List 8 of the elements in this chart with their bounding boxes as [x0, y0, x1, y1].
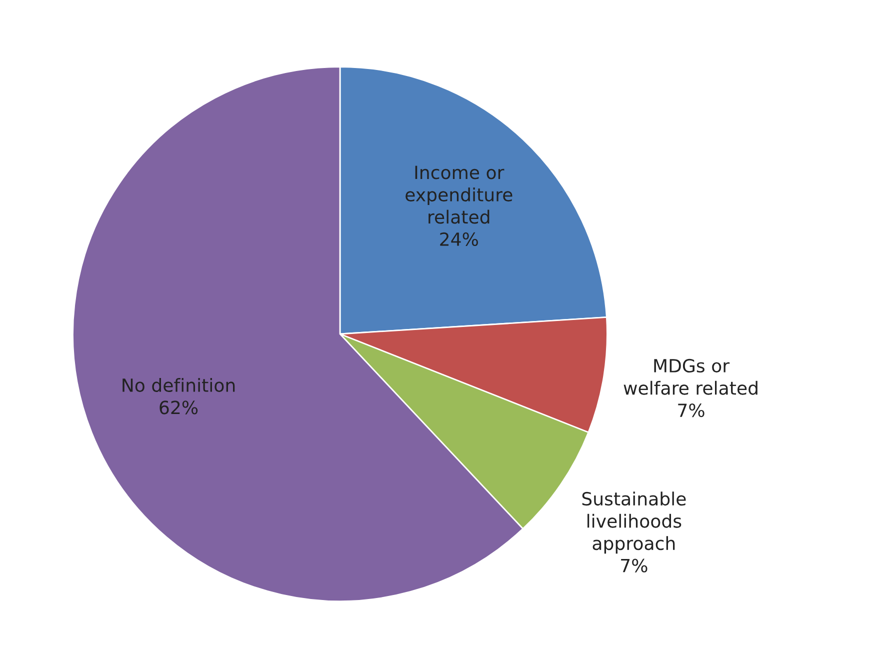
- data-label: 62%: [160, 400, 198, 414]
- data-label: 7%: [678, 403, 704, 418]
- slice-label: Sustainable livelihoods approach: [582, 492, 686, 554]
- slice-label: No definition: [122, 378, 235, 392]
- data-label: 7%: [621, 558, 648, 572]
- slice-label: MDGs or welfare related: [624, 358, 758, 395]
- data-label: 24%: [440, 232, 478, 246]
- slice-label: Income or expenditure related: [406, 166, 512, 224]
